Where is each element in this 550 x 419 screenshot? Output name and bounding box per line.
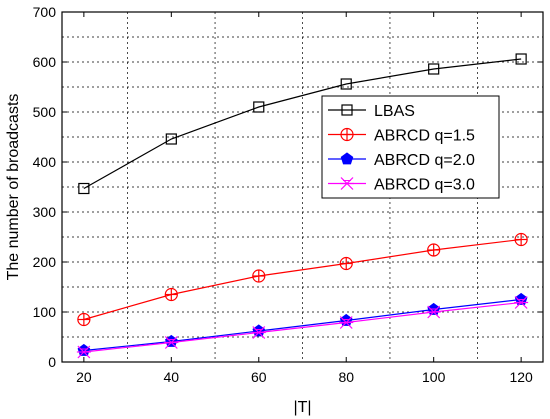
data-point-marker — [77, 343, 91, 356]
legend-item: ABRCD q=1.5 — [328, 128, 475, 145]
y-tick-label: 0 — [48, 354, 56, 370]
data-point-marker — [339, 256, 353, 271]
data-point-marker — [515, 53, 527, 65]
series-line — [83, 298, 522, 352]
legend-item: ABRCD q=3.0 — [328, 177, 475, 194]
data-point-marker — [252, 269, 266, 283]
data-point-marker — [253, 101, 265, 113]
y-tick-label: 300 — [33, 204, 57, 220]
x-tick-label: 100 — [422, 369, 446, 385]
data-point-marker — [164, 287, 178, 302]
data-point-marker — [340, 152, 354, 165]
data-point-marker — [251, 326, 266, 339]
data-point-marker — [514, 296, 529, 309]
data-point-marker — [340, 177, 354, 190]
y-tick-label: 100 — [33, 304, 57, 320]
x-tick-label: 40 — [164, 369, 180, 385]
data-point-marker — [164, 336, 179, 349]
series-line — [83, 238, 522, 321]
data-point-marker — [165, 334, 178, 347]
data-point-marker — [340, 127, 354, 142]
x-tick-label: 20 — [76, 369, 92, 385]
y-tick-label: 200 — [33, 254, 57, 270]
series-3 — [76, 296, 529, 359]
x-tick-label: 80 — [338, 369, 354, 385]
y-tick-label: 400 — [33, 154, 57, 170]
series-1 — [77, 232, 528, 327]
data-point-marker — [165, 133, 177, 145]
data-point-marker — [428, 63, 440, 75]
y-axis-label: The number of broadcasts — [5, 94, 22, 281]
data-point-marker — [427, 243, 441, 257]
data-point-marker — [77, 312, 91, 327]
data-point-marker — [78, 182, 90, 195]
legend-item: LBAS — [328, 103, 415, 120]
axis-ticks: 20 40 60 80 100 120 0 100 200 300 400 500 600 700 — [33, 4, 543, 385]
legend-label: LBAS — [374, 103, 415, 120]
y-tick-label: 500 — [33, 104, 57, 120]
data-point-marker — [514, 232, 528, 247]
data-point-marker — [426, 305, 441, 319]
legend-label: ABRCD q=1.5 — [374, 128, 475, 145]
x-axis-label: |T| — [293, 399, 311, 416]
legend-label: ABRCD q=2.0 — [374, 152, 475, 169]
series-line — [83, 301, 522, 353]
legend-label: ABRCD q=3.0 — [374, 177, 475, 194]
data-point-marker — [341, 104, 353, 116]
legend: LBAS ABRCD q=1.5 ABRCD q=2.0 ABRCD q=3.0 — [321, 95, 500, 199]
data-series — [76, 53, 529, 359]
data-point-marker — [339, 316, 354, 329]
legend-item: ABRCD q=2.0 — [328, 152, 475, 169]
data-point-marker — [76, 345, 91, 359]
data-point-marker — [252, 324, 266, 337]
y-tick-label: 600 — [33, 54, 57, 70]
series-line — [83, 58, 522, 190]
x-tick-label: 60 — [251, 369, 267, 385]
y-tick-label: 700 — [33, 4, 57, 20]
series-0 — [78, 53, 527, 195]
plot-area-frame — [61, 11, 544, 363]
data-point-marker — [340, 78, 352, 90]
x-tick-label: 120 — [509, 369, 533, 385]
